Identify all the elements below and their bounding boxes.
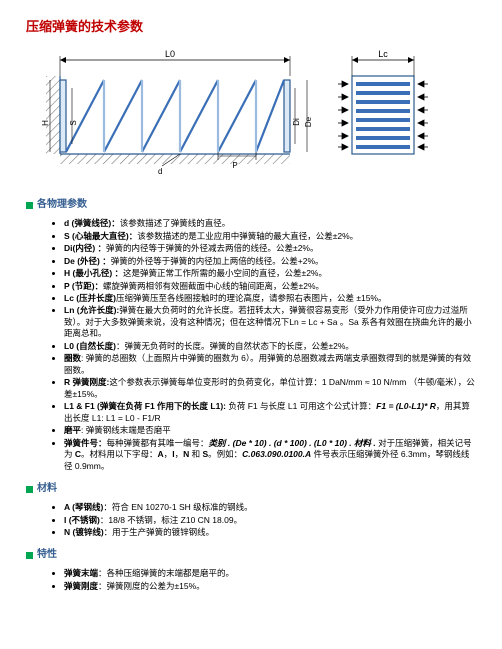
- label-H: H: [41, 120, 50, 126]
- section-material-label: 材料: [37, 482, 57, 496]
- spring-diagram: L0 H S d P Di De: [32, 48, 462, 188]
- section-params-label: 各物理参数: [37, 198, 87, 212]
- label-De: De: [304, 117, 313, 128]
- list-item: I (不锈钢)：18/8 不锈钢，标注 Z10 CN 18.09。: [64, 515, 476, 526]
- label-P: P: [232, 161, 237, 170]
- section-props: 特性: [26, 548, 476, 562]
- list-item: Di(内径) ：弹簧的内径等于弹簧的外径减去两倍的线径。公差±2%。: [64, 243, 476, 254]
- list-item: N (镀锌线)：用于生产弹簧的镀锌钢线。: [64, 527, 476, 538]
- list-item: Ln (允许长度):弹簧在最大负荷时的允许长度。若扭转太大，弹簧很容易变形（受外…: [64, 305, 476, 339]
- list-item: R 弹簧刚度:这个参数表示弹簧每单位变形时的负荷变化，单位计算：1 DaN/mm…: [64, 377, 476, 400]
- label-S: S: [69, 121, 78, 126]
- page-title: 压缩弹簧的技术参数: [26, 18, 476, 36]
- label-Di: Di: [292, 118, 301, 126]
- section-params: 各物理参数: [26, 198, 476, 212]
- bullet-icon: [26, 202, 33, 209]
- list-item: L1 & F1 (弹簧在负荷 F1 作用下的长度 L1): 负荷 F1 与长度 …: [64, 401, 476, 424]
- list-item: Lc (压并长度)压缩弹簧压至各线圈接触时的理论高度，请参照右表图片，公差 ±1…: [64, 293, 476, 304]
- list-item: d (弹簧线径)：该参数描述了弹簧线的直径。: [64, 218, 476, 229]
- material-list: A (琴钢线)：符合 EN 10270-1 SH 级标准的钢线。 I (不锈钢)…: [26, 502, 476, 538]
- label-Lc: Lc: [378, 49, 388, 59]
- list-item: 圈数: 弹簧的总圈数（上面照片中弹簧的圈数为 6）。用弹簧的总圈数减去两端支承圈…: [64, 353, 476, 376]
- list-item: 磨平: 弹簧钢线末端是否磨平: [64, 425, 476, 436]
- label-L0: L0: [165, 49, 175, 59]
- params-list: d (弹簧线径)：该参数描述了弹簧线的直径。 S (心轴最大直径)：该参数描述的…: [26, 218, 476, 472]
- list-item: L0 (自然长度)：弹簧无负荷时的长度。弹簧的自然状态下的长度，公差±2%。: [64, 341, 476, 352]
- section-material: 材料: [26, 482, 476, 496]
- list-item: A (琴钢线)：符合 EN 10270-1 SH 级标准的钢线。: [64, 502, 476, 513]
- list-item: P (节距)：螺旋弹簧两相邻有效圈截面中心线的轴间距离，公差±2%。: [64, 281, 476, 292]
- bullet-icon: [26, 486, 33, 493]
- list-item: De (外径) ：弹簧的外径等于弹簧的内径加上两倍的线径。公差+2%。: [64, 256, 476, 267]
- list-item: 弹簧件号：每种弹簧都有其唯一编号：类别 . (De * 10) . (d * 1…: [64, 438, 476, 472]
- label-d: d: [158, 167, 162, 176]
- list-item: S (心轴最大直径)：该参数描述的是工业应用中弹簧轴的最大直径，公差±2%。: [64, 231, 476, 242]
- bullet-icon: [26, 552, 33, 559]
- section-props-label: 特性: [37, 548, 57, 562]
- list-item: 弹簧刚度：弹簧刚度的公差为±15%。: [64, 581, 476, 592]
- props-list: 弹簧末端：各种压缩弹簧的末端都是磨平的。 弹簧刚度：弹簧刚度的公差为±15%。: [26, 568, 476, 592]
- list-item: 弹簧末端：各种压缩弹簧的末端都是磨平的。: [64, 568, 476, 579]
- list-item: H (最小孔径) ：这是弹簧正常工作所需的最小空间的直径，公差±2%。: [64, 268, 476, 279]
